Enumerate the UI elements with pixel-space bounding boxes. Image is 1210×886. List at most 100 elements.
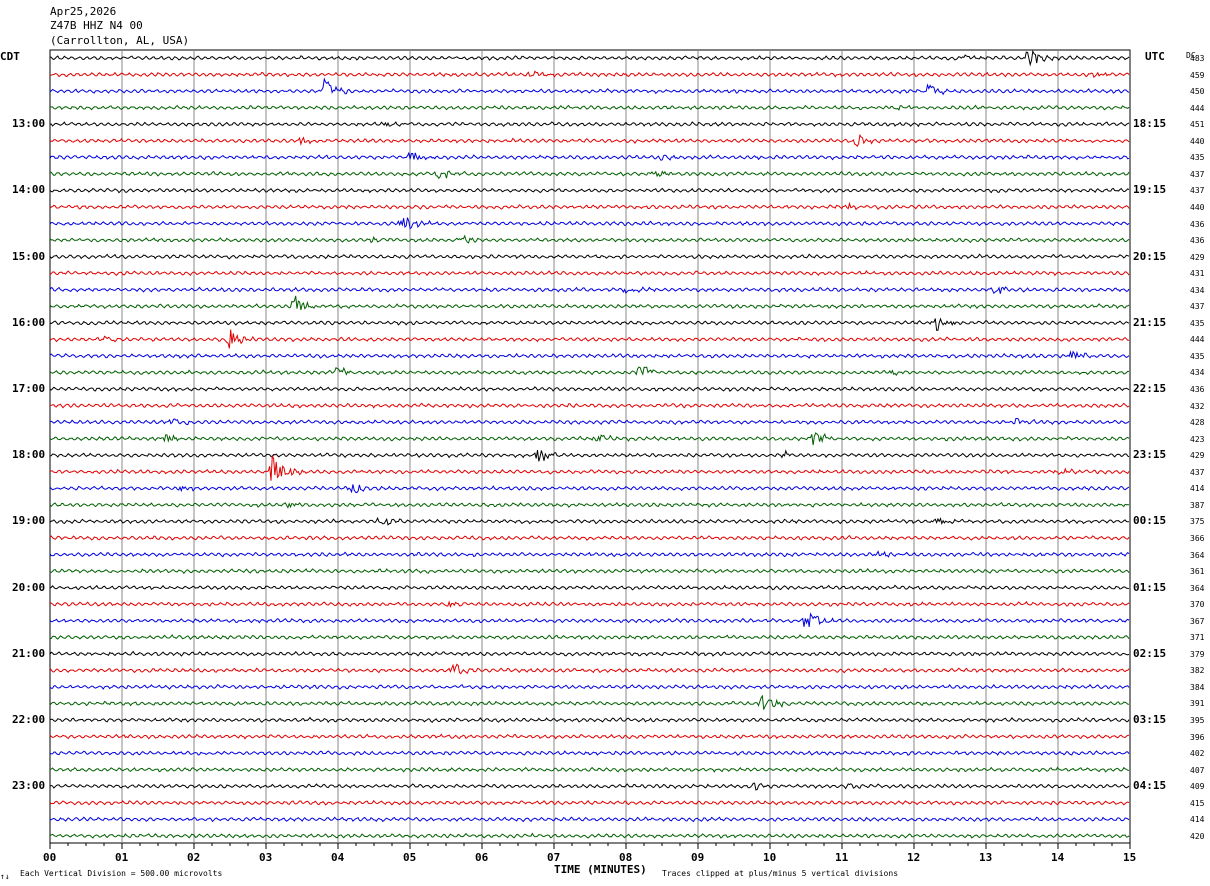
dc-value-label: 451: [1190, 120, 1205, 130]
dc-value-label: 391: [1190, 699, 1205, 709]
dc-value-label: 361: [1190, 567, 1205, 577]
dc-value-label: 367: [1190, 616, 1205, 626]
x-tick-label: 05: [403, 851, 417, 864]
dc-value-label: 429: [1190, 451, 1205, 461]
x-axis-title: TIME (MINUTES): [554, 863, 647, 876]
dc-column-header: DC: [1186, 51, 1196, 60]
x-tick-label: 06: [475, 851, 489, 864]
dc-value-label: 435: [1190, 318, 1205, 328]
trace-14: [49, 286, 1130, 295]
left-hour-label: 16:00: [12, 315, 46, 329]
x-tick-label: 03: [259, 851, 273, 864]
right-hour-label: 23:15: [1133, 448, 1167, 462]
dc-value-label: 434: [1190, 285, 1205, 295]
dc-value-label: 435: [1190, 351, 1205, 361]
dc-value-label: 437: [1190, 186, 1205, 196]
x-tick-label: 14: [1051, 851, 1065, 864]
x-tick-label: 12: [907, 851, 921, 864]
dc-value-label: 396: [1190, 732, 1205, 742]
right-timezone-label: UTC: [1145, 50, 1165, 63]
header-date: Apr25,2026: [50, 5, 117, 18]
left-hour-label: 22:00: [12, 713, 46, 726]
trace-16: [49, 317, 1130, 331]
trace-34: [49, 612, 1130, 627]
x-tick-label: 08: [619, 851, 633, 864]
right-hour-label: 02:15: [1133, 646, 1167, 660]
left-hour-label: 20:00: [12, 580, 46, 594]
dc-value-label: 409: [1190, 782, 1205, 792]
dc-value-label: 444: [1190, 335, 1205, 345]
left-hour-label: 19:00: [12, 514, 46, 528]
left-hour-label: 23:00: [12, 779, 46, 793]
right-hour-label: 21:15: [1133, 315, 1167, 329]
left-hour-label: 13:00: [12, 117, 46, 131]
trace-24: [49, 449, 1130, 462]
trace-2: [49, 77, 1130, 96]
x-tick-label: 10: [763, 851, 777, 864]
x-tick-label: 02: [187, 851, 201, 864]
right-hour-label: 01:15: [1133, 580, 1167, 594]
trace-15: [49, 295, 1130, 311]
trace-3: [49, 104, 1130, 111]
trace-20: [49, 386, 1130, 392]
dc-value-label: 437: [1190, 467, 1205, 477]
left-hour-label: 14:00: [12, 183, 46, 197]
trace-19: [49, 366, 1129, 376]
left-timezone-label: CDT: [0, 50, 20, 63]
trace-30: [49, 550, 1130, 558]
trace-39: [49, 694, 1130, 710]
dc-value-label: 395: [1190, 716, 1205, 725]
dc-value-label: 435: [1190, 153, 1205, 163]
trace-17: [49, 329, 1129, 349]
x-tick-label: 09: [691, 851, 705, 864]
trace-7: [49, 170, 1130, 180]
right-hour-label: 22:15: [1133, 382, 1167, 395]
dc-value-label: 379: [1190, 649, 1205, 659]
dc-value-label: 437: [1190, 302, 1205, 312]
dc-value-label: 440: [1190, 202, 1205, 212]
left-hour-label: 18:00: [12, 448, 46, 462]
dc-value-label: 366: [1190, 533, 1205, 543]
right-hour-label: 20:15: [1133, 249, 1167, 263]
trace-41: [49, 733, 1130, 740]
trace-0: [49, 49, 1130, 67]
header-station: Z47B HHZ N4 00: [50, 19, 143, 32]
trace-5: [49, 133, 1130, 148]
trace-1: [49, 70, 1130, 79]
trace-21: [49, 402, 1130, 409]
right-hour-label: 18:15: [1133, 117, 1167, 131]
x-tick-label: 04: [331, 851, 345, 864]
x-tick-label: 00: [43, 851, 57, 864]
trace-18: [49, 350, 1130, 360]
trace-40: [49, 716, 1130, 723]
dc-value-label: 434: [1190, 368, 1205, 378]
dc-value-label: 402: [1190, 749, 1205, 759]
x-tick-label: 01: [115, 851, 129, 864]
dc-value-label: 432: [1190, 401, 1205, 411]
dc-value-label: 364: [1190, 583, 1205, 593]
trace-8: [49, 187, 1130, 194]
trace-29: [49, 534, 1130, 541]
trace-6: [49, 151, 1130, 161]
dc-value-label: 384: [1190, 682, 1205, 692]
header-location: (Carrollton, AL, USA): [50, 34, 190, 47]
dc-value-label: 436: [1190, 236, 1205, 246]
trace-46: [49, 816, 1130, 823]
trace-35: [49, 634, 1130, 640]
dc-value-label: 407: [1190, 765, 1205, 775]
dc-value-label: 431: [1190, 269, 1205, 279]
dc-value-label: 375: [1190, 517, 1205, 527]
trace-4: [49, 121, 1130, 128]
trace-43: [49, 766, 1130, 773]
trace-36: [49, 650, 1130, 657]
corner-mark: ↑↓: [0, 872, 10, 881]
right-hour-label: 00:15: [1133, 514, 1167, 528]
x-tick-label: 13: [979, 851, 993, 864]
trace-28: [49, 516, 1130, 526]
trace-31: [49, 567, 1130, 575]
trace-11: [49, 234, 1130, 244]
trace-37: [49, 663, 1130, 675]
plot-frame: [49, 49, 1131, 844]
x-tick-label: 15: [1123, 851, 1137, 864]
